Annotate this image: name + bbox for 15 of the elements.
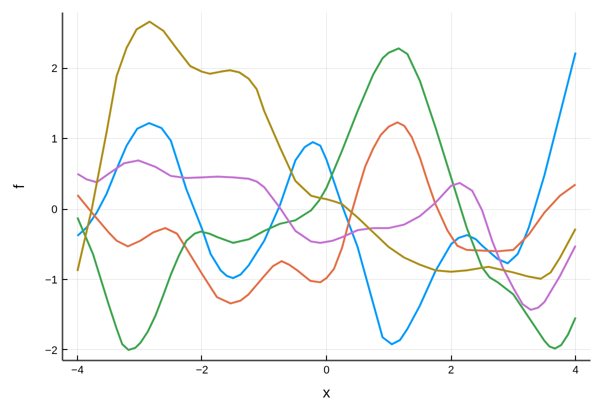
line-series xyxy=(76,121,577,304)
y-tick-label: −1 xyxy=(44,274,58,286)
y-tick-label: 0 xyxy=(51,204,58,216)
y-axis-title: f xyxy=(10,184,28,189)
x-tick-label: −4 xyxy=(71,364,84,376)
line-series xyxy=(76,20,577,280)
x-tick-label: −2 xyxy=(196,364,208,376)
y-tick-label: 2 xyxy=(51,63,58,76)
x-tick-label: 2 xyxy=(448,364,454,376)
x-tick-label: 4 xyxy=(572,364,579,376)
y-tick-label: −2 xyxy=(44,344,58,357)
y-tick-label: 1 xyxy=(51,134,58,146)
line-series xyxy=(76,159,577,311)
x-tick-label: 0 xyxy=(323,364,330,376)
x-axis-title: x xyxy=(322,384,331,402)
